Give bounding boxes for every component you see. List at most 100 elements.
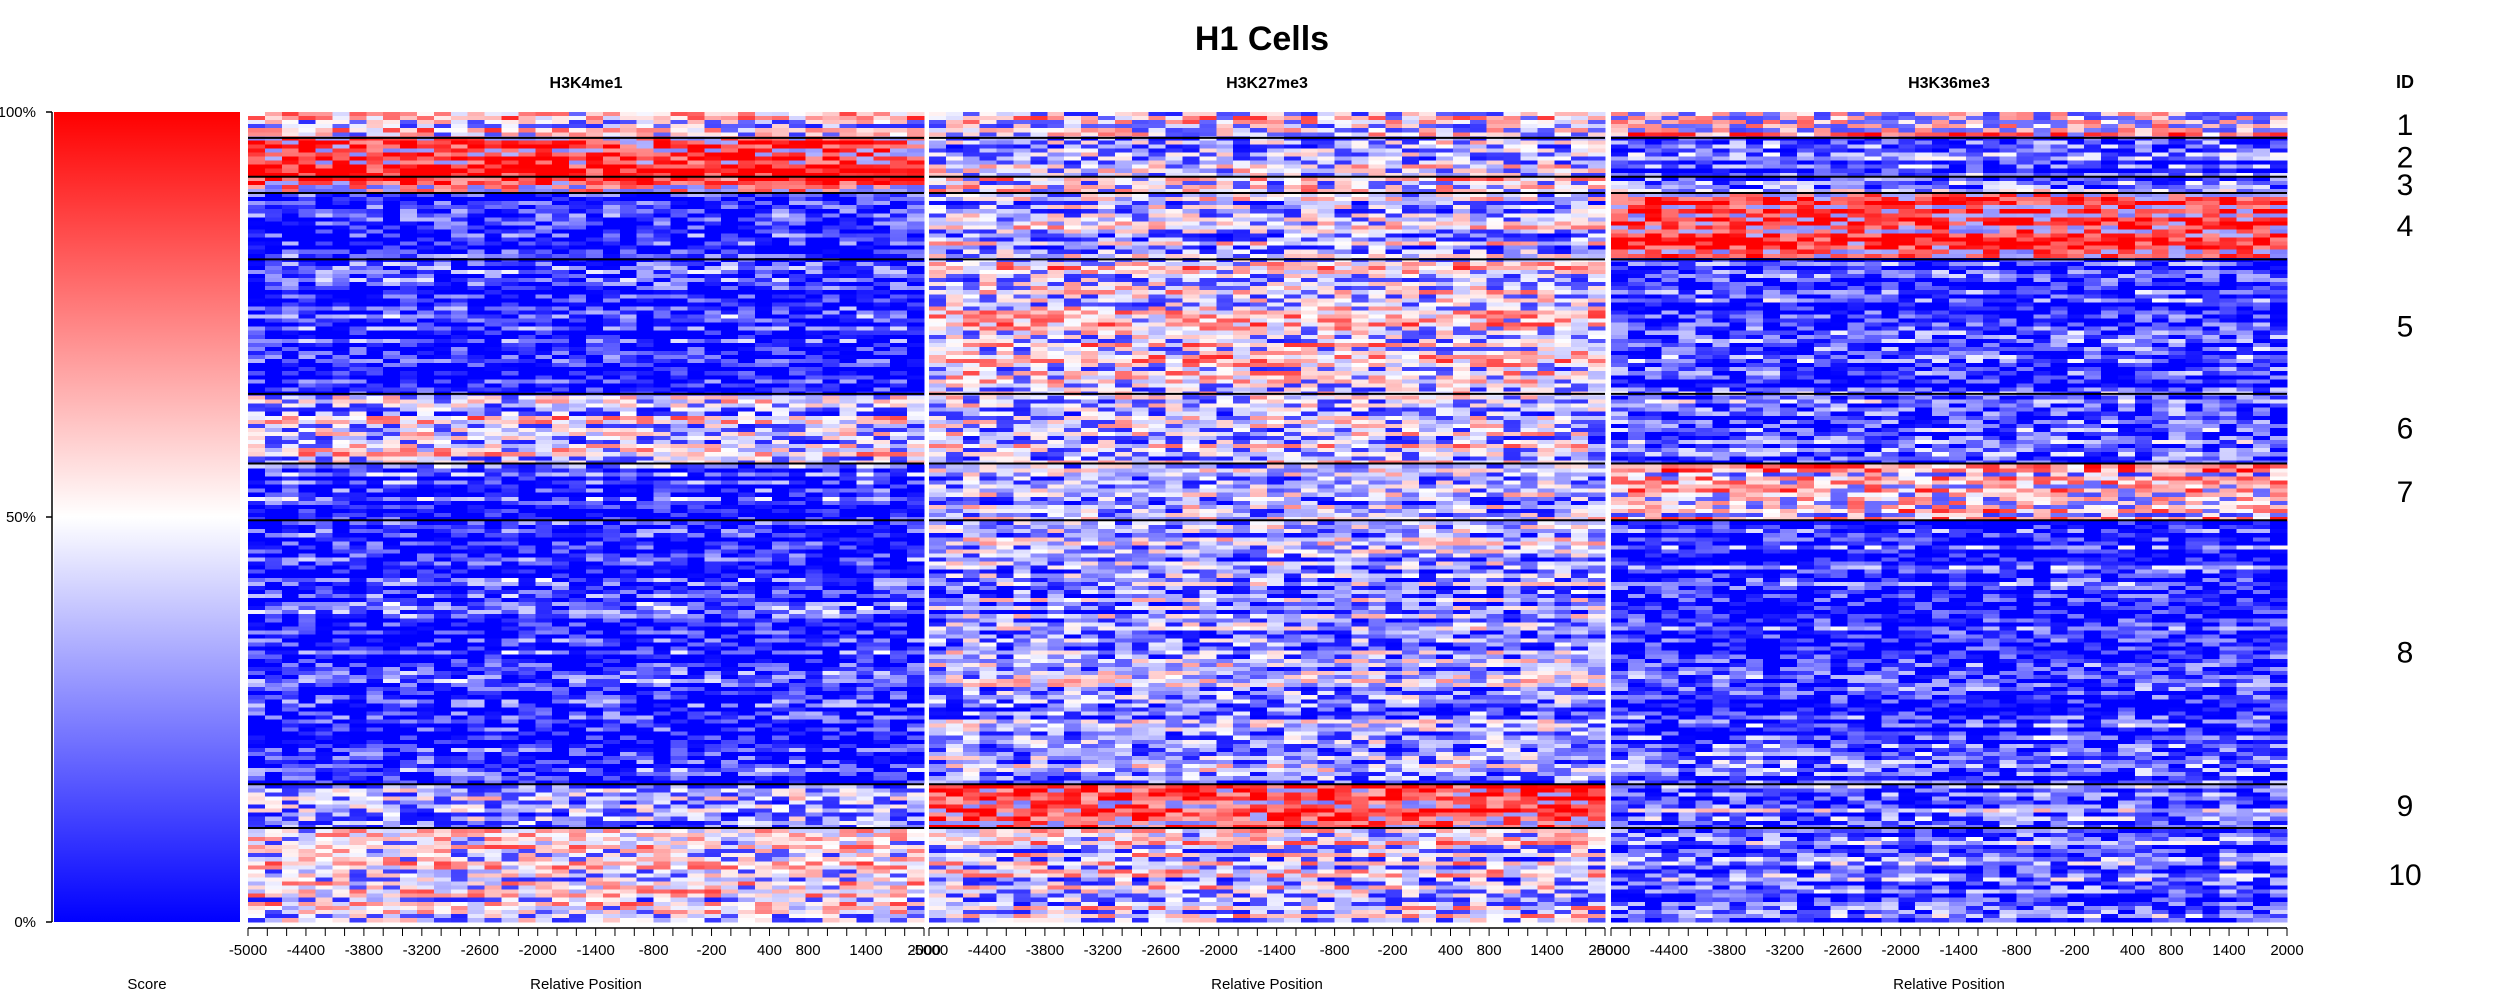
heatmap-cell: [873, 569, 891, 575]
heatmap-cell: [586, 197, 604, 202]
heatmap-cell: [264, 577, 283, 583]
heatmap-cell: [450, 221, 469, 226]
heatmap-cell: [535, 184, 553, 190]
heatmap-cell: [856, 180, 874, 186]
heatmap-cell: [602, 132, 621, 137]
heatmap-cell: [535, 476, 553, 482]
heatmap-cell: [433, 112, 452, 117]
heatmap-cell: [873, 152, 891, 158]
heatmap-cell: [771, 452, 790, 457]
heatmap-cell: [264, 411, 283, 417]
heatmap-cell: [636, 561, 655, 567]
heatmap-cell: [400, 314, 418, 320]
heatmap-cell: [636, 156, 655, 162]
heatmap-cell: [349, 298, 367, 303]
heatmap-cell: [890, 423, 908, 429]
heatmap-cell: [501, 265, 519, 271]
heatmap-cell: [281, 472, 300, 478]
heatmap-cell: [484, 602, 503, 607]
heatmap-cell: [298, 355, 317, 360]
heatmap-cell: [636, 521, 655, 526]
heatmap-cell: [805, 314, 824, 320]
heatmap-cell: [822, 553, 841, 559]
heatmap-cell: [856, 237, 874, 243]
heatmap-cell: [518, 294, 536, 299]
heatmap-cell: [298, 448, 317, 453]
heatmap-cell: [248, 496, 266, 502]
heatmap-cell: [315, 472, 334, 478]
heatmap-cell: [653, 577, 672, 583]
heatmap-cell: [281, 436, 300, 441]
heatmap-cell: [400, 589, 418, 595]
heatmap-cell: [822, 152, 841, 158]
heatmap-cell: [788, 164, 807, 170]
heatmap-cell: [619, 480, 638, 486]
heatmap-cell: [281, 217, 300, 222]
heatmap-cell: [636, 476, 655, 482]
heatmap-cell: [636, 233, 655, 239]
heatmap-cell: [315, 403, 334, 409]
heatmap-cell: [721, 452, 739, 457]
heatmap-cell: [501, 492, 519, 498]
heatmap-cell: [248, 306, 266, 312]
heatmap-cell: [349, 593, 367, 599]
heatmap-cell: [467, 124, 486, 129]
heatmap-cell: [839, 342, 857, 348]
heatmap-cell: [771, 399, 790, 405]
heatmap-cell: [822, 440, 841, 445]
heatmap-cell: [907, 411, 925, 417]
heatmap-cell: [602, 172, 621, 178]
heatmap-cell: [400, 427, 418, 433]
heatmap-cell: [383, 537, 401, 542]
heatmap-cell: [653, 367, 672, 372]
heatmap-cell: [417, 492, 435, 498]
heatmap-cell: [839, 128, 857, 133]
heatmap-cell: [704, 508, 722, 514]
heatmap-cell: [366, 286, 384, 291]
heatmap-cell: [755, 120, 773, 125]
heatmap-cell: [484, 436, 503, 441]
heatmap-cell: [687, 472, 705, 478]
heatmap-cell: [298, 144, 317, 150]
heatmap-cell: [619, 367, 638, 372]
heatmap-cell: [484, 205, 503, 210]
heatmap-cell: [907, 606, 925, 611]
heatmap-cell: [687, 197, 705, 202]
heatmap-cell: [805, 553, 824, 559]
heatmap-cell: [484, 326, 503, 332]
heatmap-cell: [653, 229, 672, 235]
heatmap-cell: [890, 269, 908, 275]
heatmap-cell: [501, 168, 519, 174]
heatmap-cell: [907, 565, 925, 571]
heatmap-cell: [890, 577, 908, 583]
heatmap-cell: [417, 512, 435, 518]
heatmap-cell: [670, 480, 688, 486]
heatmap-cell: [907, 233, 925, 239]
heatmap-cell: [569, 132, 587, 137]
heatmap-cell: [856, 488, 874, 494]
heatmap-cell: [586, 492, 604, 498]
heatmap-cell: [670, 164, 688, 170]
heatmap-cell: [248, 521, 266, 526]
heatmap-cell: [366, 322, 384, 328]
heatmap-cell: [569, 217, 587, 222]
heatmap-cell: [586, 529, 604, 534]
heatmap-cell: [264, 569, 283, 575]
heatmap-cell: [755, 436, 773, 441]
heatmap-cell: [636, 496, 655, 502]
heatmap-cell: [518, 452, 536, 457]
heatmap-cell: [687, 282, 705, 287]
heatmap-cell: [619, 484, 638, 490]
heatmap-cell: [450, 395, 469, 401]
heatmap-cell: [264, 367, 283, 372]
heatmap-cell: [636, 286, 655, 291]
heatmap-cell: [366, 112, 384, 117]
heatmap-cell: [602, 598, 621, 603]
heatmap-cell: [873, 403, 891, 409]
heatmap-cell: [366, 184, 384, 190]
heatmap-cell: [264, 314, 283, 320]
heatmap-cell: [822, 561, 841, 567]
heatmap-cell: [248, 464, 266, 469]
heatmap-cell: [619, 241, 638, 247]
heatmap-cell: [400, 448, 418, 453]
